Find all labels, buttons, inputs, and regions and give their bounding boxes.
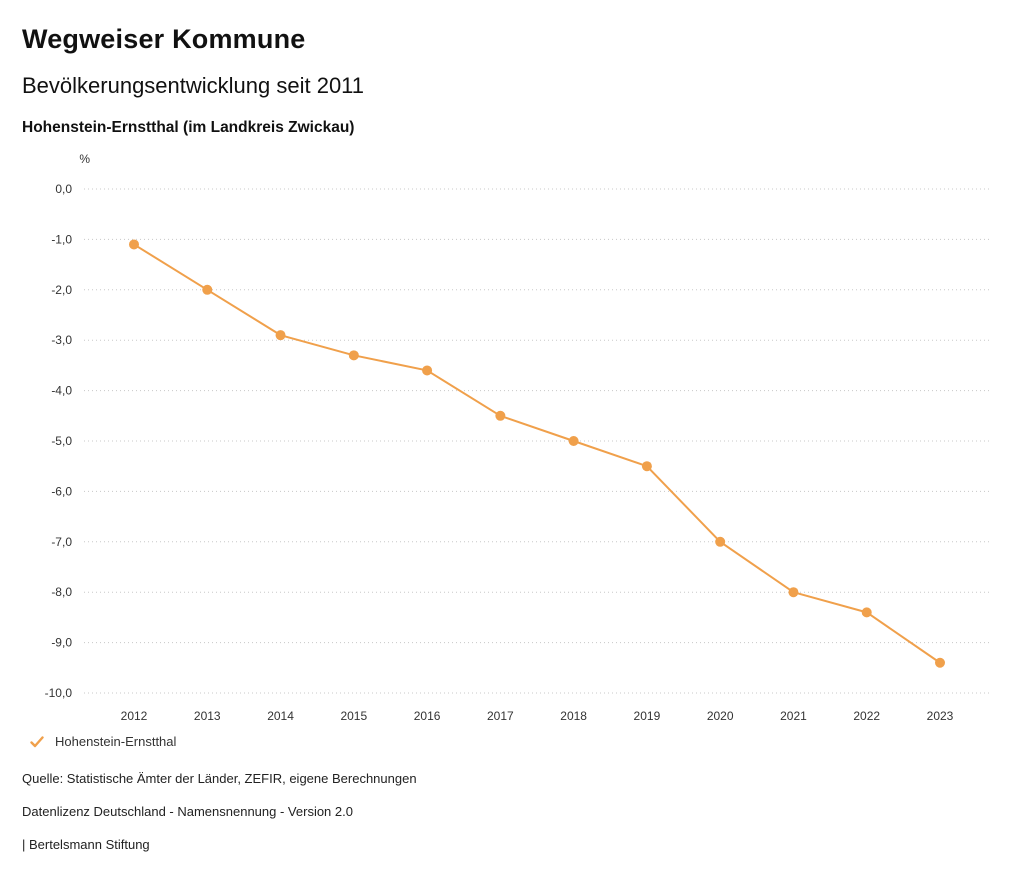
data-point[interactable] [202,284,213,295]
x-tick-label: 2012 [121,709,148,723]
x-tick-label: 2021 [780,709,807,723]
series-line [133,243,941,664]
line-chart: % 0,0 -1,0 -2,0 -3,0 -4,0 -5,0 -6,0 -7,0 -8,0 -9,0… [22,141,1002,726]
x-tick-label: 2016 [414,709,441,723]
legend-label: Hohenstein-Ernstthal [55,734,177,749]
data-point[interactable] [129,239,139,250]
legend-check-icon [30,735,44,748]
data-point[interactable] [422,365,433,376]
y-tick-label: -5,0 [51,434,72,448]
source-text: Quelle: Statistische Ämter der Länder, Z… [22,771,417,786]
y-tick-label: -8,0 [51,585,72,599]
data-point[interactable] [348,350,359,361]
data-point[interactable] [641,461,652,472]
legend: Hohenstein-Ernstthal [30,734,1002,749]
x-tick-label: 2023 [927,709,954,723]
data-point[interactable] [715,536,726,547]
x-tick-label: 2017 [487,709,514,723]
x-tick-label: 2015 [340,709,367,723]
x-tick-label: 2019 [634,709,661,723]
page-title: Wegweiser Kommune [22,24,306,54]
y-tick-label: 0,0 [55,182,72,196]
y-tick-label: -3,0 [51,333,72,347]
chart-title: Bevölkerungsentwicklung seit 2011 [22,73,365,98]
attribution-text: | Bertelsmann Stiftung [22,837,150,852]
chart-subtitle: Hohenstein-Ernstthal (im Landkreis Zwick… [22,119,355,136]
y-tick-label: -10,0 [45,686,73,700]
x-tick-label: 2018 [560,709,587,723]
data-point[interactable] [275,330,286,341]
y-tick-label: -1,0 [51,232,72,246]
line-chart-svg: % 0,0 -1,0 -2,0 -3,0 -4,0 -5,0 -6,0 -7,0 -8,0 -9,0… [45,152,990,723]
footer: Quelle: Statistische Ämter der Länder, Z… [22,771,1002,852]
y-tick-label: -6,0 [51,484,72,498]
y-tick-label: -2,0 [51,283,72,297]
x-tick-label: 2020 [707,709,734,723]
y-tick-label: -7,0 [51,535,72,549]
x-tick-label: 2022 [853,709,880,723]
data-point[interactable] [861,607,872,618]
license-text: Datenlizenz Deutschland - Namensnennung … [22,804,353,819]
y-axis-unit-label: % [79,152,90,166]
data-point[interactable] [495,410,506,421]
data-point[interactable] [935,657,945,668]
data-point[interactable] [788,587,799,598]
y-tick-label: -4,0 [51,384,72,398]
x-tick-label: 2013 [194,709,221,723]
y-tick-label: -9,0 [51,636,72,650]
x-tick-label: 2014 [267,709,294,723]
data-point[interactable] [568,436,579,446]
